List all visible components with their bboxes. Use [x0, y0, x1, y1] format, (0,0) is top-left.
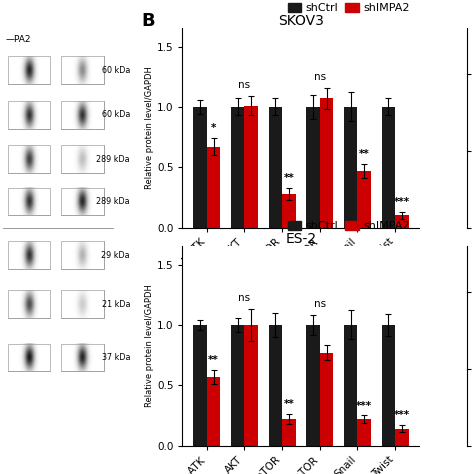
Text: 37 kDa: 37 kDa [101, 353, 130, 362]
Text: **: ** [359, 149, 370, 159]
Bar [61, 146, 103, 173]
Y-axis label: Relative protein level/GAPDH: Relative protein level/GAPDH [145, 284, 154, 408]
Bar [344, 107, 357, 228]
Bar [306, 107, 320, 228]
Bar [357, 171, 371, 228]
Bar [61, 344, 103, 372]
Bar [8, 56, 50, 84]
Bar [207, 377, 220, 446]
Bar [8, 290, 50, 318]
Bar [8, 290, 50, 318]
Bar [8, 344, 50, 372]
Bar [61, 101, 103, 128]
Text: ns: ns [314, 299, 326, 309]
Bar [61, 146, 103, 173]
Bar [282, 194, 296, 228]
Legend: shCtrl, shIMPA2: shCtrl, shIMPA2 [283, 0, 414, 18]
Bar [269, 325, 282, 446]
Bar [61, 56, 103, 84]
Text: ns: ns [238, 293, 251, 303]
Bar [61, 56, 103, 84]
Text: 60 kDa: 60 kDa [102, 110, 130, 119]
Bar [245, 325, 258, 446]
Bar [8, 56, 50, 84]
Bar [8, 344, 50, 372]
Bar [61, 101, 103, 128]
Bar [357, 419, 371, 446]
Text: **: ** [283, 173, 294, 183]
Bar [193, 107, 207, 228]
Bar [395, 216, 409, 228]
Bar [231, 107, 245, 228]
Y-axis label: Relative protein level/GAPDH: Relative protein level/GAPDH [145, 66, 154, 190]
Text: ns: ns [314, 72, 326, 82]
Text: ***: *** [356, 401, 373, 410]
Bar [382, 325, 395, 446]
Text: **: ** [208, 355, 219, 365]
Bar [8, 188, 50, 216]
Text: ***: *** [394, 410, 410, 420]
Bar [61, 290, 103, 318]
Text: *: * [211, 123, 216, 133]
Text: **: ** [283, 400, 294, 410]
Bar [61, 344, 103, 372]
Bar [8, 241, 50, 269]
Text: 21 kDa: 21 kDa [101, 300, 130, 309]
Bar [245, 106, 258, 228]
Bar [193, 325, 207, 446]
Bar [61, 241, 103, 269]
Bar [320, 353, 333, 446]
Bar [8, 101, 50, 128]
Text: 289 kDa: 289 kDa [96, 197, 130, 206]
Text: ns: ns [238, 80, 251, 90]
Bar [382, 107, 395, 228]
Bar [8, 101, 50, 128]
Bar [282, 419, 296, 446]
Text: ***: *** [394, 197, 410, 207]
Bar [8, 241, 50, 269]
Bar [344, 325, 357, 446]
Bar [61, 188, 103, 216]
Title: ES-2: ES-2 [285, 232, 317, 246]
Bar [61, 241, 103, 269]
Text: 289 kDa: 289 kDa [96, 155, 130, 164]
Bar [8, 146, 50, 173]
Bar [231, 325, 245, 446]
Bar [306, 325, 320, 446]
Bar [61, 290, 103, 318]
Bar [395, 428, 409, 446]
Text: 29 kDa: 29 kDa [101, 251, 130, 260]
Text: —PA2: —PA2 [5, 35, 31, 44]
Text: B: B [141, 12, 155, 30]
Bar [8, 146, 50, 173]
Bar [8, 188, 50, 216]
Bar [61, 188, 103, 216]
Bar [269, 107, 282, 228]
Bar [320, 99, 333, 228]
Text: 60 kDa: 60 kDa [102, 66, 130, 75]
Legend: shCtrl, shIMPA2: shCtrl, shIMPA2 [283, 216, 414, 236]
Bar [207, 146, 220, 228]
Title: SKOV3: SKOV3 [278, 14, 324, 28]
